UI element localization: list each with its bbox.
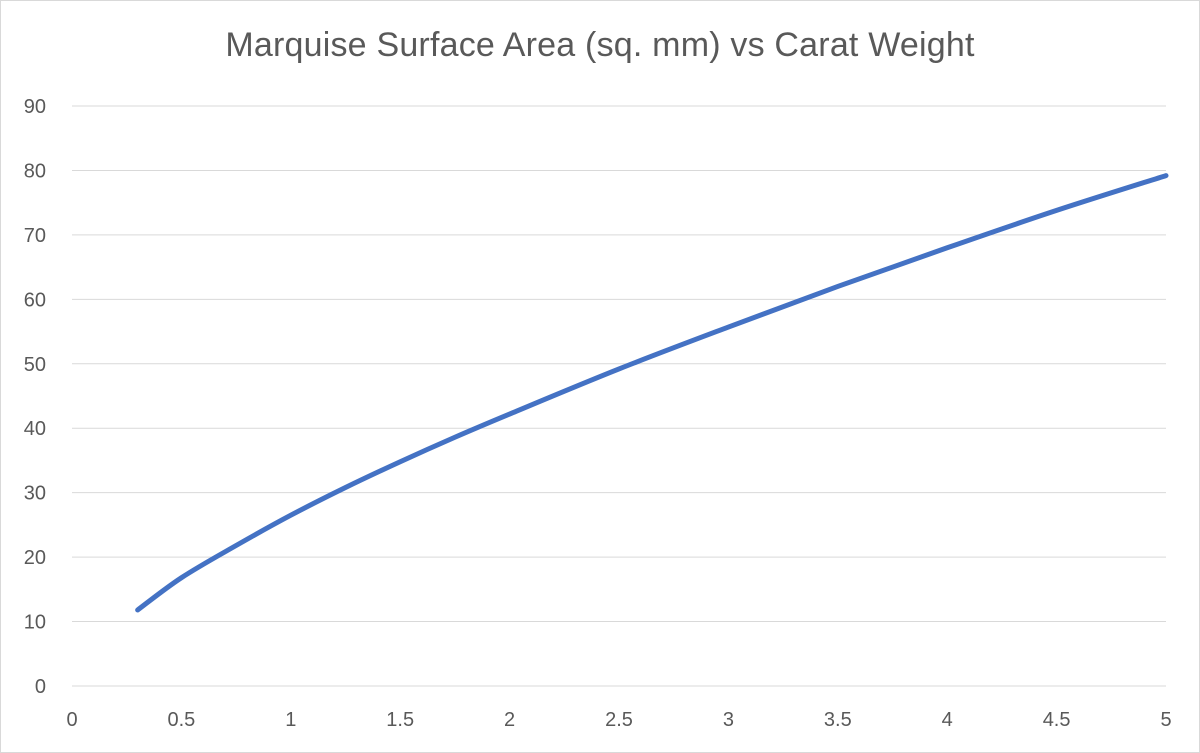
x-tick-label: 5 [1160, 709, 1171, 731]
x-tick-label: 3 [723, 709, 734, 731]
y-tick-label: 20 [24, 547, 46, 569]
y-tick-label: 10 [24, 612, 46, 634]
x-tick-label: 3.5 [824, 709, 852, 731]
gridlines [72, 105, 1166, 687]
y-tick-label: 30 [24, 483, 46, 505]
y-tick-label: 60 [24, 289, 46, 311]
x-tick-label: 4.5 [1043, 709, 1071, 731]
x-tick-label: 0.5 [167, 709, 195, 731]
x-tick-label: 0 [66, 709, 77, 731]
series-line-0 [135, 173, 1169, 613]
y-tick-label: 90 [24, 96, 46, 118]
y-tick-label: 0 [35, 676, 46, 698]
chart-title: Marquise Surface Area (sq. mm) vs Carat … [225, 26, 975, 64]
x-axis-ticks: 0 0.5 1 1.5 2 2.5 3 3.5 4 4.5 5 [66, 709, 1171, 731]
y-tick-label: 70 [24, 225, 46, 247]
x-tick-label: 2.5 [605, 709, 633, 731]
x-tick-label: 4 [942, 709, 953, 731]
series-layer [135, 173, 1169, 613]
y-tick-label: 40 [24, 418, 46, 440]
x-tick-label: 1.5 [386, 709, 414, 731]
y-tick-label: 80 [24, 160, 46, 182]
x-tick-label: 1 [285, 709, 296, 731]
y-tick-label: 50 [24, 354, 46, 376]
y-axis-ticks: 0 10 20 30 40 50 60 70 80 90 [24, 96, 46, 698]
x-tick-label: 2 [504, 709, 515, 731]
